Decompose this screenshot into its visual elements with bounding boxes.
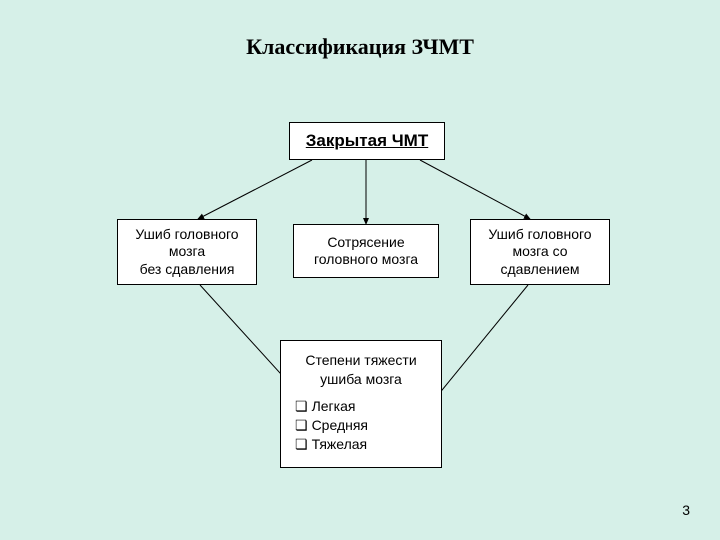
node-middle-label: Сотрясениеголовного мозга xyxy=(314,234,418,269)
page-number-text: 3 xyxy=(682,502,690,518)
node-root: Закрытая ЧМТ xyxy=(289,122,445,160)
severity-item-severe: Тяжелая xyxy=(295,435,427,454)
node-contusion-no-compression: Ушиб головногомозгабез сдавления xyxy=(117,219,257,285)
node-concussion: Сотрясениеголовного мозга xyxy=(293,224,439,278)
slide-title-text: Классификация ЗЧМТ xyxy=(246,34,474,59)
node-right-label: Ушиб головногомозга сосдавлением xyxy=(488,226,591,279)
node-root-label: Закрытая ЧМТ xyxy=(306,130,428,151)
page-number: 3 xyxy=(682,502,690,518)
node-severity: Степени тяжестиушиба мозга Легкая Средня… xyxy=(280,340,442,468)
severity-item-mild: Легкая xyxy=(295,397,427,416)
severity-item-moderate: Средняя xyxy=(295,416,427,435)
node-contusion-with-compression: Ушиб головногомозга сосдавлением xyxy=(470,219,610,285)
severity-header: Степени тяжестиушиба мозга xyxy=(295,351,427,389)
node-left-label: Ушиб головногомозгабез сдавления xyxy=(135,226,238,279)
slide-title: Классификация ЗЧМТ xyxy=(0,34,720,60)
